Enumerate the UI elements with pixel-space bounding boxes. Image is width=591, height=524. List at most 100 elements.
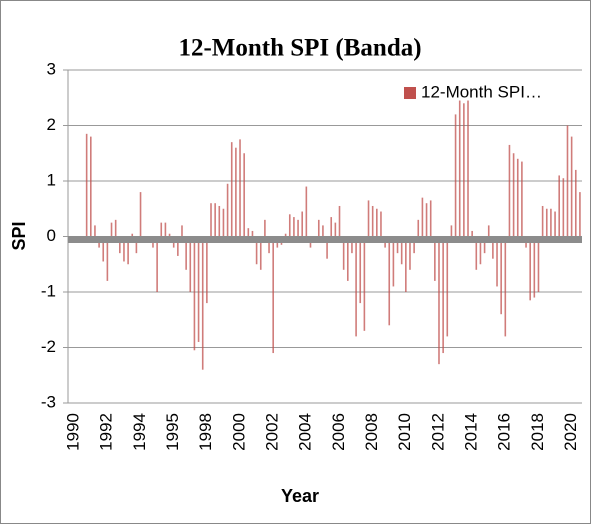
bar — [247, 228, 250, 237]
x-tick-label: 2002 — [263, 413, 282, 451]
bar — [251, 230, 254, 237]
bar — [516, 158, 519, 237]
bar — [106, 236, 109, 281]
bar — [123, 236, 125, 262]
bar — [566, 125, 569, 237]
bar — [376, 208, 378, 237]
bar — [235, 147, 237, 237]
y-tick-label: -1 — [41, 281, 56, 300]
bar — [363, 236, 366, 331]
bar — [85, 133, 88, 237]
bar — [396, 236, 399, 254]
bar — [400, 236, 403, 265]
bar — [226, 183, 229, 237]
bar — [508, 144, 511, 237]
bar — [264, 219, 266, 237]
y-tick-label: 3 — [47, 59, 56, 78]
bar — [119, 236, 121, 254]
bar — [438, 236, 440, 365]
bar — [454, 114, 457, 237]
y-tick-label: 1 — [47, 170, 56, 189]
bar — [545, 208, 548, 237]
bar — [346, 236, 349, 281]
y-tick-label: -3 — [41, 392, 56, 411]
bar — [206, 236, 208, 304]
bar — [214, 203, 216, 237]
bar — [475, 236, 478, 270]
x-tick-label: 2014 — [461, 413, 480, 451]
x-tick-label: 2004 — [296, 413, 315, 451]
bar — [388, 236, 391, 326]
bar — [570, 136, 573, 237]
bar — [550, 208, 552, 237]
bar — [579, 192, 581, 237]
bar — [139, 192, 142, 237]
x-tick-label: 2020 — [561, 413, 580, 451]
bar — [574, 169, 577, 237]
x-tick-label: 1990 — [64, 413, 83, 451]
bar — [330, 217, 333, 237]
bar — [127, 236, 129, 265]
bar — [284, 233, 287, 237]
bar — [338, 205, 341, 237]
bar — [156, 236, 158, 292]
bar — [351, 236, 353, 254]
x-tick-label: 1994 — [130, 413, 149, 451]
bar — [301, 211, 304, 237]
bar — [89, 136, 92, 237]
bar — [322, 225, 324, 237]
bar — [305, 186, 308, 237]
legend-swatch — [404, 87, 416, 99]
bar — [288, 214, 291, 237]
bar — [537, 236, 540, 292]
x-tick-label: 2006 — [329, 413, 348, 451]
bar — [421, 197, 424, 237]
bar — [197, 236, 200, 342]
y-tick-label: 0 — [47, 226, 56, 245]
bar — [177, 236, 179, 256]
bar — [512, 153, 515, 237]
bar — [218, 205, 221, 237]
bar — [483, 236, 486, 254]
legend-label: 12-Month SPI… — [421, 82, 542, 101]
bar — [504, 236, 507, 337]
x-axis-title: Year — [281, 486, 319, 506]
bar — [255, 236, 258, 265]
x-tick-label: 2008 — [362, 413, 381, 451]
bar — [164, 222, 167, 237]
bar — [409, 236, 411, 270]
bar — [367, 200, 370, 237]
x-tick-label: 1998 — [196, 413, 215, 451]
bar — [239, 139, 241, 237]
bar — [131, 233, 134, 237]
bar — [185, 236, 187, 270]
bar — [425, 203, 428, 237]
bar — [272, 236, 274, 354]
bar — [355, 236, 357, 337]
bar — [259, 236, 262, 270]
bar — [558, 175, 561, 237]
x-tick-label: 2010 — [395, 413, 414, 451]
bar — [467, 100, 469, 237]
bar — [442, 236, 444, 354]
bar — [541, 205, 544, 237]
chart-title: 12-Month SPI (Banda) — [178, 35, 421, 62]
bar — [496, 236, 498, 287]
bar — [492, 236, 494, 259]
bar — [222, 208, 225, 237]
bar — [434, 236, 436, 281]
bar — [417, 219, 420, 237]
bar — [554, 211, 556, 237]
bar — [114, 219, 117, 237]
bar — [326, 236, 328, 259]
bar — [110, 222, 113, 237]
bar — [293, 217, 295, 237]
y-axis-title: SPI — [9, 221, 29, 250]
bar — [458, 100, 461, 237]
y-tick-label: -2 — [41, 337, 56, 356]
bar — [94, 225, 96, 237]
bar — [479, 236, 482, 265]
bar — [268, 236, 270, 254]
